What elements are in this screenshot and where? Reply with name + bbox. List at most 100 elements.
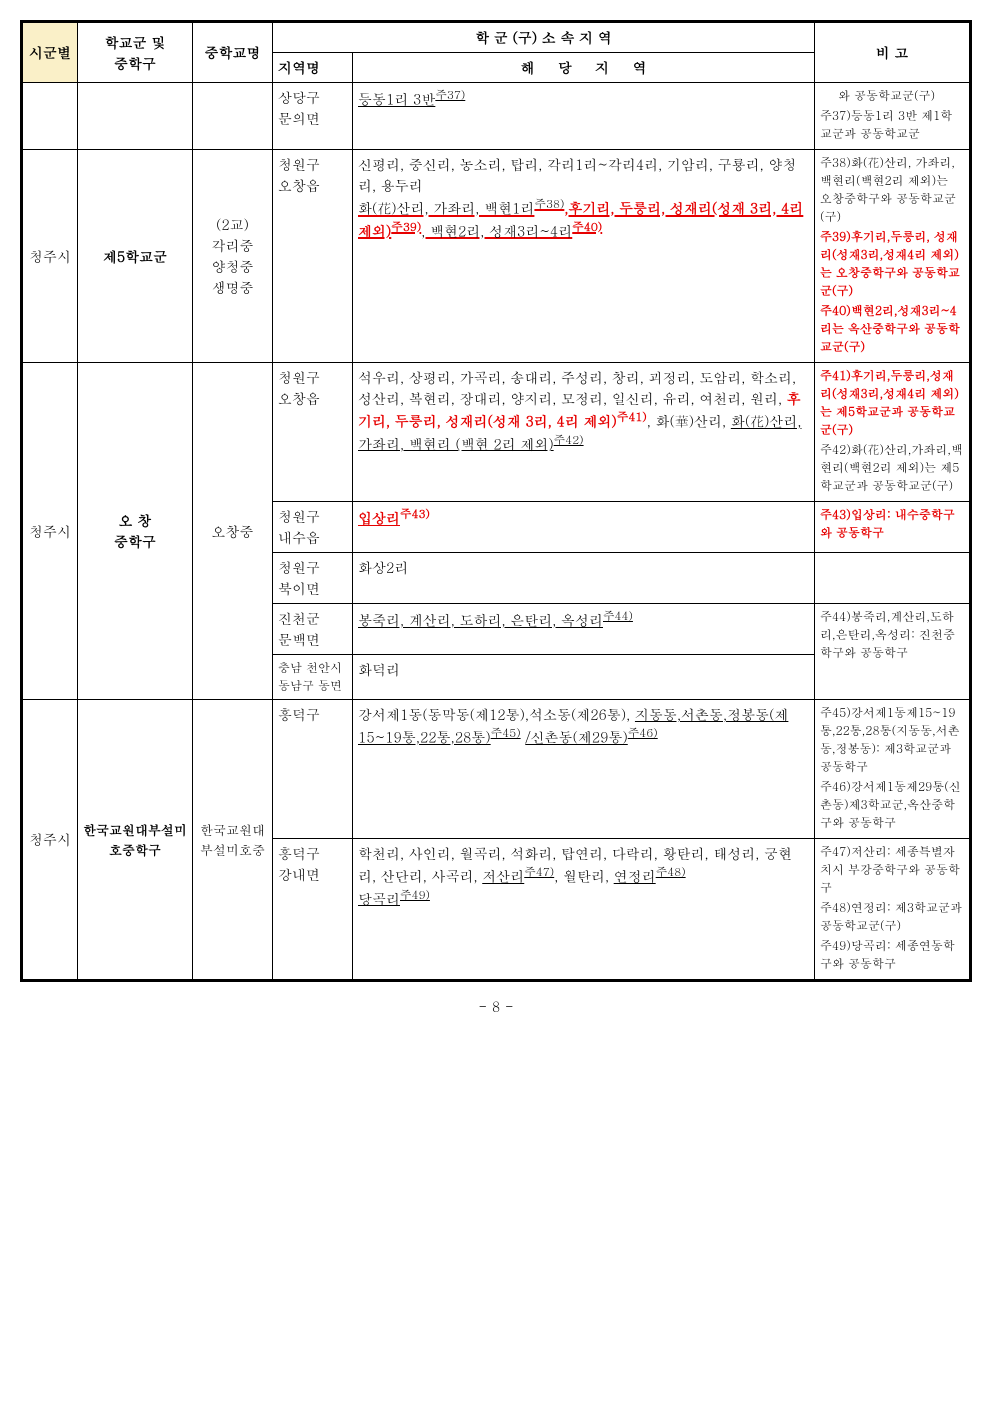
r1-note: 주38)화(花)산리, 가좌리, 백현리(백현2리 제외)는 오창중학구와 공동… xyxy=(815,150,970,363)
r2d-region: 진천군 문백면 xyxy=(273,604,353,655)
r3-d3: /신촌동(제29통) xyxy=(525,727,627,747)
cell-region: 상당구 문의면 xyxy=(273,83,353,150)
r3-d1: 강서제1동(동막동(제12통),석소동(제26통), xyxy=(358,704,630,724)
r0-note2: 주37)등동1리 3반 제1학교군과 공동학교군 xyxy=(820,107,964,143)
header-city: 시군별 xyxy=(23,23,78,83)
r0-note1: 와 공동학교군(구) xyxy=(820,87,964,105)
r1-group: 제5학교군 xyxy=(78,150,193,363)
r3b-d2: , 월탄리, xyxy=(554,866,614,886)
hd-d: 당 xyxy=(558,57,572,77)
r3b-region: 흥덕구 강내면 xyxy=(273,839,353,980)
r2d-region-text: 진천군 문백면 xyxy=(278,608,320,649)
r0-detail: 등동1리 3반 xyxy=(358,89,435,109)
r3-region: 흥덕구 xyxy=(273,700,353,839)
r1-s40: 주40) xyxy=(572,219,602,235)
r2d-s44: 주44) xyxy=(603,608,633,624)
r3b-detail: 학천리, 사인리, 월곡리, 석화리, 탑연리, 다락리, 황탄리, 태성리, … xyxy=(353,839,815,980)
r1-name-text: (2교) 각리중 양청중 생명중 xyxy=(212,214,254,297)
r3b-s47: 주47) xyxy=(524,864,554,880)
header-group: 학교군 및 중학구 xyxy=(78,23,193,83)
r3-city: 청주시 xyxy=(23,700,78,980)
r1-city: 청주시 xyxy=(23,150,78,363)
r2d-n: 주44)봉죽리,계산리,도하리,은탄리,옥성리: 진천중학구와 공동학구 xyxy=(820,608,964,662)
r3-n1: 주45)강서제1동제15~19통,22통,28통(지동동,서촌동,정봉동): 제… xyxy=(820,704,964,776)
r3-n2: 주46)강서제1동제29통(신촌동)제3학교군,옥산중학구와 공동학구 xyxy=(820,778,964,832)
table-row: 청주시 제5학교군 (2교) 각리중 양청중 생명중 청원구 오창읍 신평리, … xyxy=(23,150,970,363)
r2b-detail: 입상리주43) xyxy=(353,502,815,553)
r3b-s48: 주48) xyxy=(656,864,686,880)
r3b-jeosan: 저산리 xyxy=(482,866,524,886)
r2e-region-text: 충남 천안시 동남구 동면 xyxy=(278,659,342,694)
cell-name-blank xyxy=(193,83,273,150)
r3b-n3: 주49)당곡리: 세종연동학구와 공동학구 xyxy=(820,937,964,973)
r3b-yeon: 연정리 xyxy=(614,866,656,886)
r3-s45: 주45) xyxy=(491,725,521,741)
hd-j: 지 xyxy=(595,57,609,77)
header-detail: 해 당 지 역 xyxy=(353,53,815,83)
r2-city: 청주시 xyxy=(23,363,78,700)
r2-d1: 석우리, 상평리, 가곡리, 송대리, 주성리, 창리, 괴정리, 도암리, 학… xyxy=(358,367,796,408)
r2b-s43: 주43) xyxy=(400,506,430,522)
r3-group: 한국교원대부설미호중학구 xyxy=(78,700,193,980)
r2-group-text: 오 창 중학구 xyxy=(114,510,156,551)
r1-detail: 신평리, 중신리, 농소리, 탑리, 각리1리~각리4리, 기암리, 구룡리, … xyxy=(353,150,815,363)
header-group-text: 학교군 및 중학구 xyxy=(105,32,166,73)
r3-note: 주45)강서제1동제15~19통,22통,28통(지동동,서촌동,정봉동): 제… xyxy=(815,700,970,839)
r3-s46: 주46) xyxy=(628,725,658,741)
r2-d2: , 화(華)산리, xyxy=(647,411,731,431)
r2d-note: 주44)봉죽리,계산리,도하리,은탄리,옥성리: 진천중학구와 공동학구 xyxy=(815,604,970,700)
r2-n1: 주41)후기리,두릉리,성재리(성재3리,성재4리 제외)는 제5학교군과 공동… xyxy=(820,367,964,439)
r3b-note: 주47)저산리: 세종특별자치시 부강중학구와 공동학구 주48)연정리: 제3… xyxy=(815,839,970,980)
r2-note: 주41)후기리,두릉리,성재리(성재3리,성재4리 제외)는 제5학교군과 공동… xyxy=(815,363,970,502)
header-row-1: 시군별 학교군 및 중학구 중학교명 학 군 (구) 소 속 지 역 비 고 xyxy=(23,23,970,53)
r2-s41: 주41) xyxy=(617,409,647,425)
cell-detail: 등동1리 3반주37) xyxy=(353,83,815,150)
table-row: 상당구 문의면 등동1리 3반주37) 와 공동학교군(구) 주37)등동1리 … xyxy=(23,83,970,150)
r1-s38: 주38) xyxy=(534,196,564,212)
r3-name: 한국교원대부설미호중 xyxy=(193,700,273,980)
r2-region-text: 청원구 오창읍 xyxy=(278,367,320,408)
r3b-s49: 주49) xyxy=(400,887,430,903)
r2-region: 청원구 오창읍 xyxy=(273,363,353,502)
r2b-region-text: 청원구 내수읍 xyxy=(278,506,320,547)
r2-s42: 주42) xyxy=(554,432,584,448)
r2-name: 오창중 xyxy=(193,363,273,700)
cell-note: 와 공동학교군(구) 주37)등동1리 3반 제1학교군과 공동학교군 xyxy=(815,83,970,150)
cell-city-blank xyxy=(23,83,78,150)
cell-group-blank xyxy=(78,83,193,150)
r3b-n1: 주47)저산리: 세종특별자치시 부강중학구와 공동학구 xyxy=(820,843,964,897)
document-table-wrap: 시군별 학교군 및 중학구 중학교명 학 군 (구) 소 속 지 역 비 고 지… xyxy=(20,20,972,982)
r1-d1: 신평리, 중신리, 농소리, 탑리, 각리1리~각리4리, 기암리, 구룡리, … xyxy=(358,154,796,195)
r1-name: (2교) 각리중 양청중 생명중 xyxy=(193,150,273,363)
header-note: 비 고 xyxy=(815,23,970,83)
table-row: 청주시 한국교원대부설미호중학구 한국교원대부설미호중 흥덕구 강서제1동(동막… xyxy=(23,700,970,839)
r3-detail: 강서제1동(동막동(제12통),석소동(제26통), 지동동,서촌동,정봉동(제… xyxy=(353,700,815,839)
r2c-region-text: 청원구 북이면 xyxy=(278,557,320,598)
r2-n2: 주42)화(花)산리,가좌리,백현리(백현2리 제외)는 제5학교군과 공동학교… xyxy=(820,441,964,495)
r2b-region: 청원구 내수읍 xyxy=(273,502,353,553)
table-row: 청주시 오 창 중학구 오창중 청원구 오창읍 석우리, 상평리, 가곡리, 송… xyxy=(23,363,970,502)
r0-region: 상당구 문의면 xyxy=(278,87,320,128)
r2d-detail: 봉죽리, 계산리, 도하리, 은탄리, 옥성리주44) xyxy=(353,604,815,655)
r1-n2: 주39)후기리,두릉리, 성재리(성재3리,성재4리 제외)는 오창중학구와 공… xyxy=(820,228,964,300)
r2d-d: 봉죽리, 계산리, 도하리, 은탄리, 옥성리 xyxy=(358,610,603,630)
r0-sup: 주37) xyxy=(435,87,465,103)
r2-detail: 석우리, 상평리, 가곡리, 송대리, 주성리, 창리, 괴정리, 도암리, 학… xyxy=(353,363,815,502)
r2c-region: 청원구 북이면 xyxy=(273,553,353,604)
r2e-detail: 화덕리 xyxy=(353,655,815,700)
r2b-note: 주43)입상리: 내수중학구와 공동학구 xyxy=(815,502,970,553)
r2e-region: 충남 천안시 동남구 동면 xyxy=(273,655,353,700)
hd-h: 해 xyxy=(521,57,535,77)
page-number: - 8 - xyxy=(20,996,972,1016)
r1-d2a: 화(花)산리, 가좌리, 백현1리 xyxy=(358,198,534,218)
r2c-detail: 화상2리 xyxy=(353,553,815,604)
r3b-region-text: 흥덕구 강내면 xyxy=(278,843,320,884)
r2b-d: 입상리 xyxy=(358,508,400,528)
r2-group: 오 창 중학구 xyxy=(78,363,193,700)
r3b-dang: 당곡리 xyxy=(358,888,400,908)
r1-n1: 주38)화(花)산리, 가좌리, 백현리(백현2리 제외)는 오창중학구와 공동… xyxy=(820,154,964,226)
r1-region: 청원구 오창읍 xyxy=(273,150,353,363)
r1-d2c: , 백현2리, 성재3리~4리 xyxy=(421,220,572,240)
r1-s39: 주39) xyxy=(391,219,421,235)
r2b-n: 주43)입상리: 내수중학구와 공동학구 xyxy=(820,506,964,542)
